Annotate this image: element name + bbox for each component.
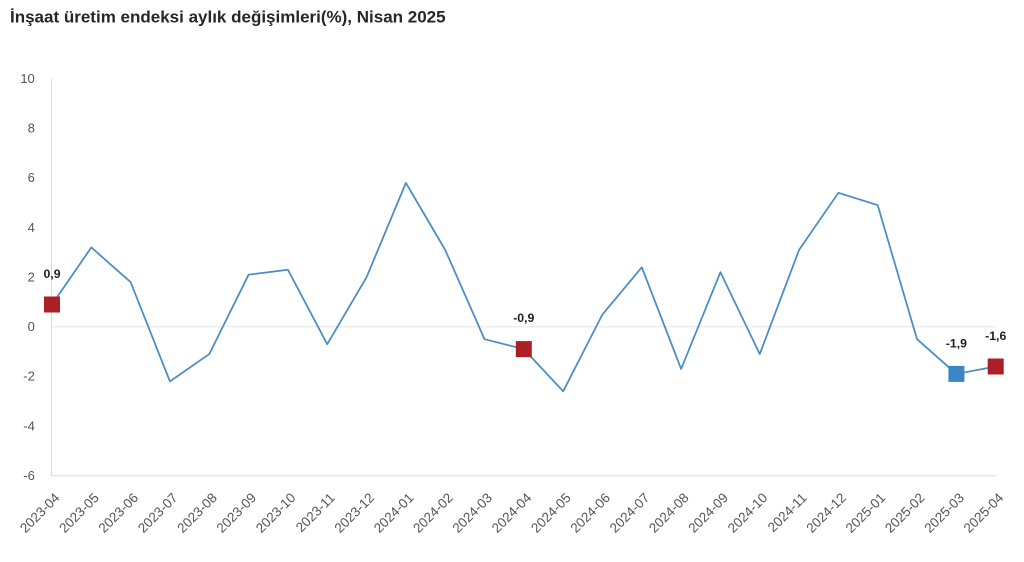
svg-text:-2: -2 [23,369,35,384]
svg-text:-0,9: -0,9 [513,311,534,325]
svg-text:4: 4 [28,220,35,235]
svg-text:0,9: 0,9 [43,267,60,281]
svg-text:0: 0 [28,319,35,334]
svg-text:İnşaat üretim endeksi aylık de: İnşaat üretim endeksi aylık değişimleri(… [10,8,446,27]
svg-text:6: 6 [28,170,35,185]
svg-text:2: 2 [28,270,35,285]
svg-text:-6: -6 [23,468,35,483]
svg-text:-1,9: -1,9 [946,336,967,350]
svg-text:8: 8 [28,121,35,136]
svg-text:-4: -4 [23,418,35,433]
svg-text:10: 10 [20,71,34,86]
svg-text:-1,6: -1,6 [985,329,1006,343]
